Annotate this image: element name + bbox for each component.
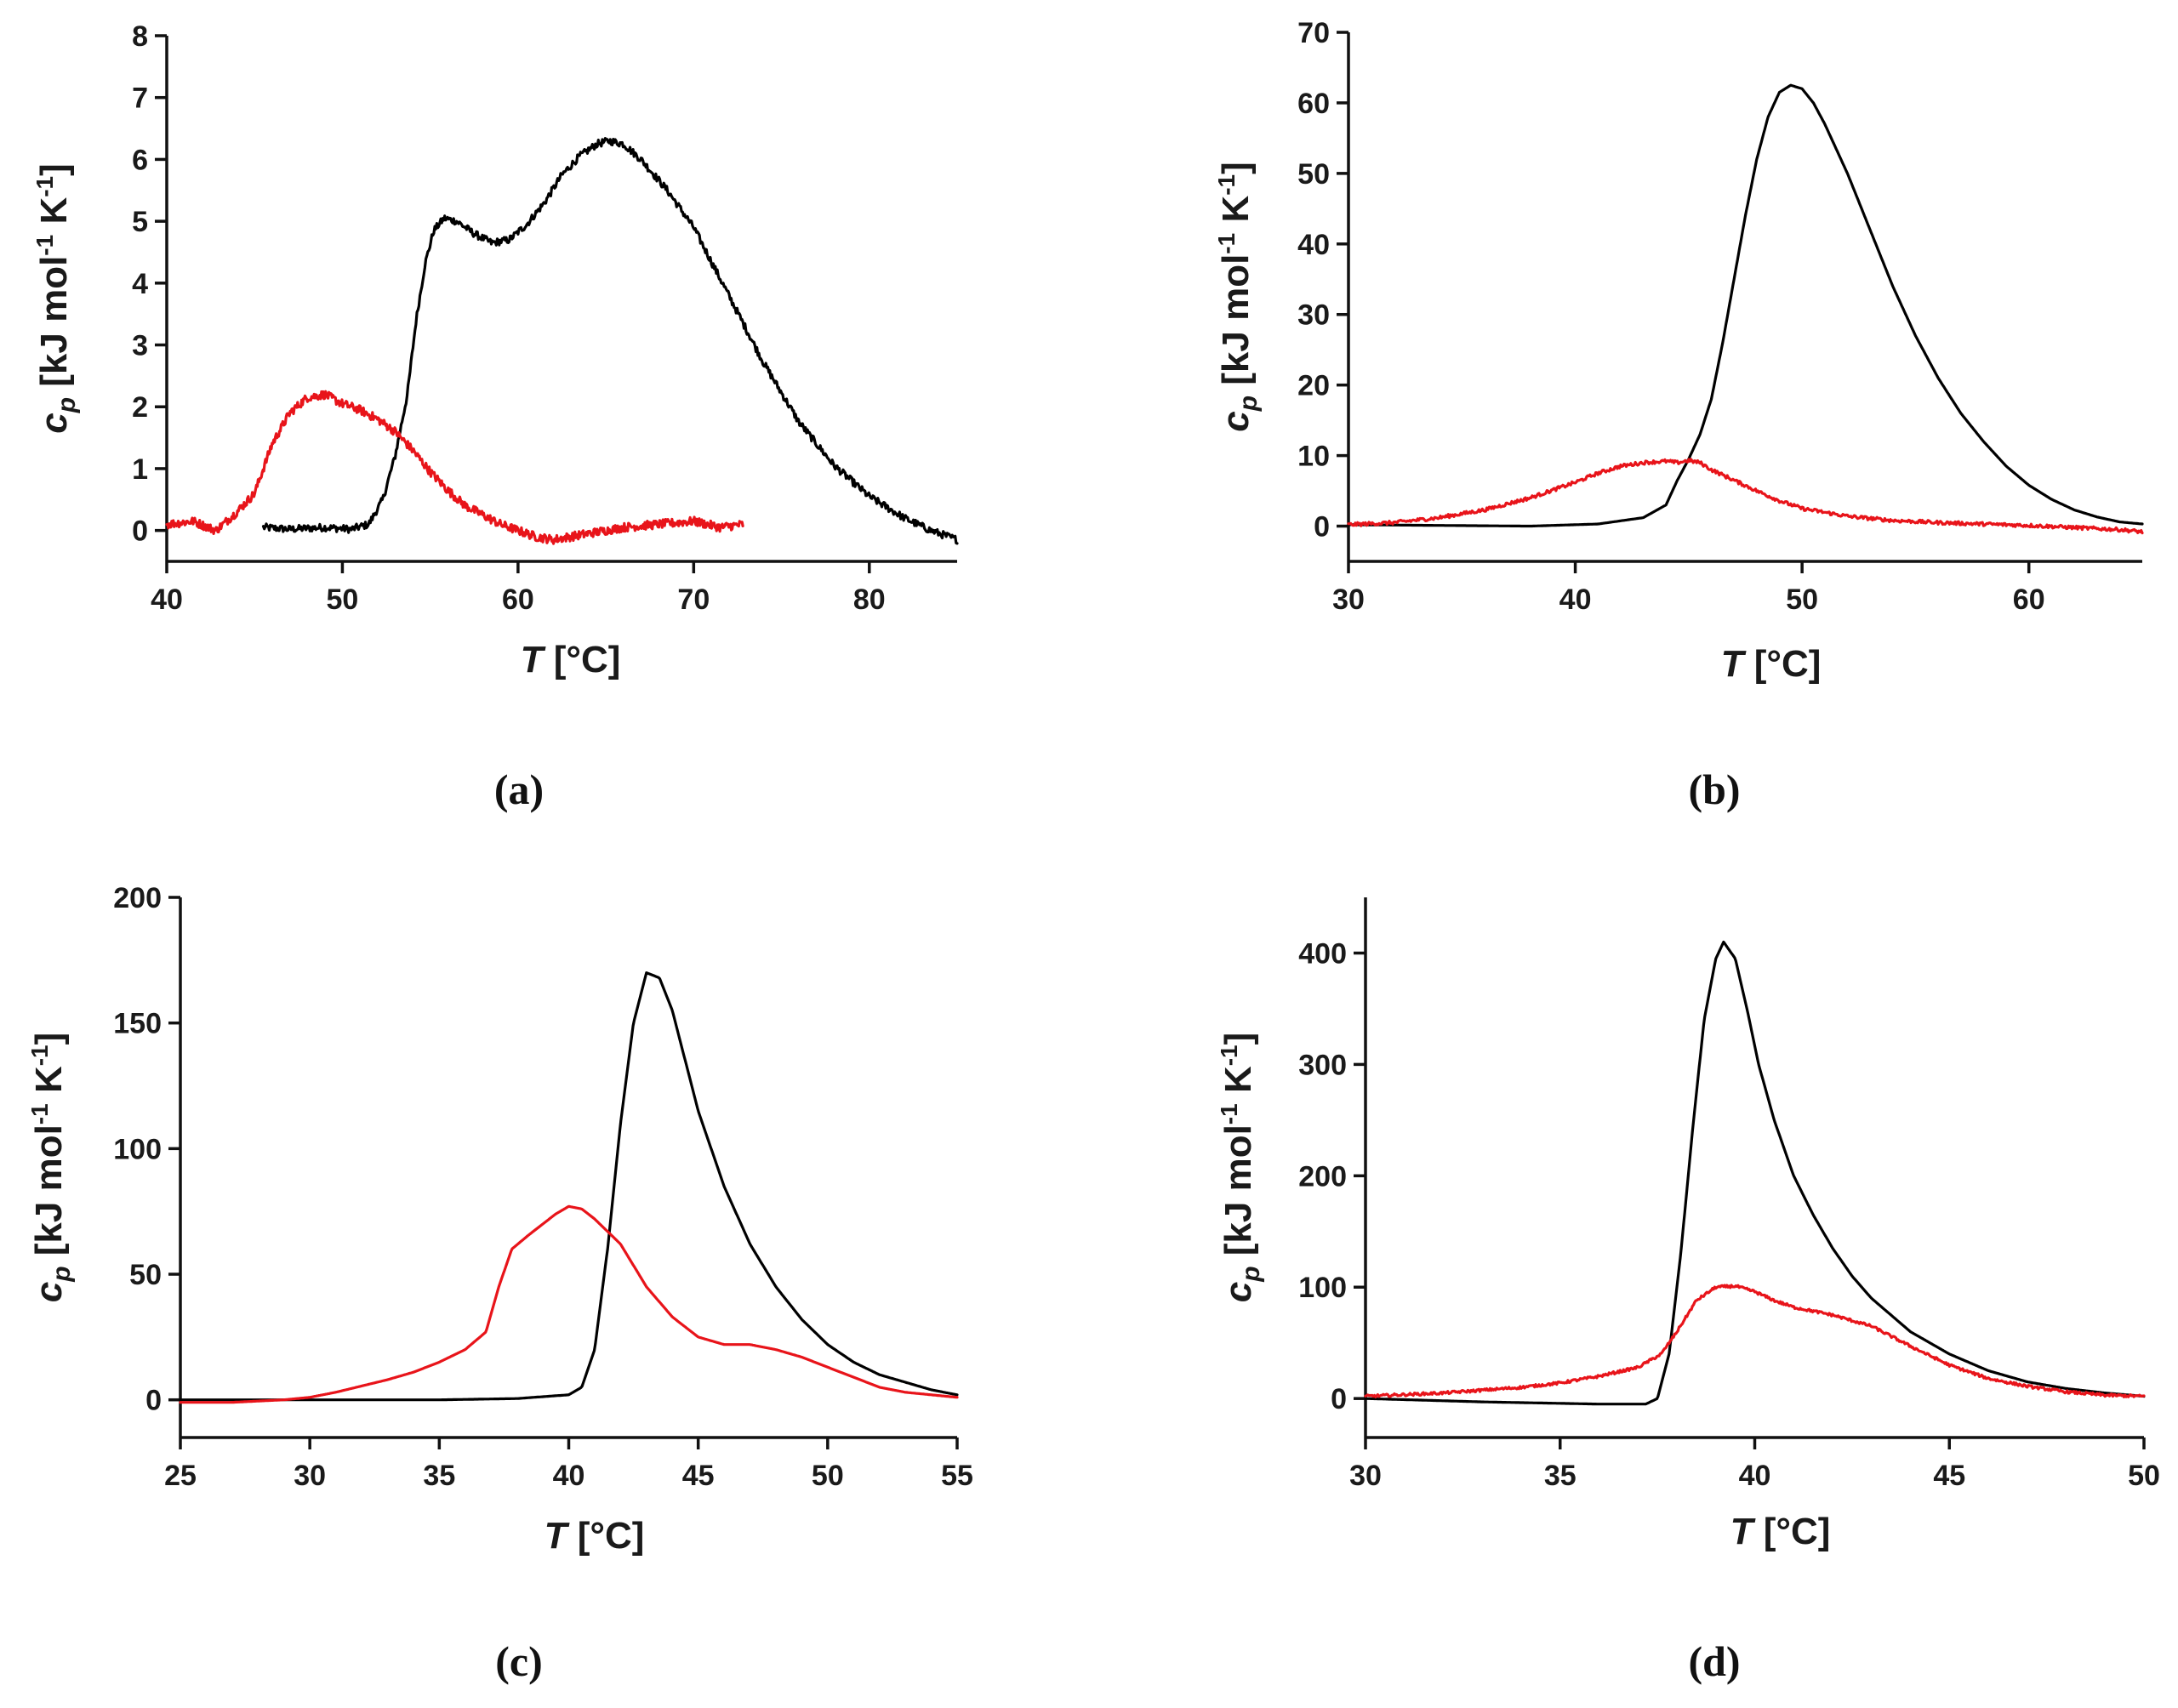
series-line-black: [179, 971, 959, 1402]
series-line-red: [179, 1204, 959, 1404]
y-tick-label: 0: [145, 1385, 162, 1417]
x-tick-label: 40: [553, 1460, 585, 1492]
x-tick-label: 55: [941, 1460, 973, 1492]
y-axis-title: cp [kJ mol-1 K-1]: [1213, 162, 1263, 432]
series-line-black: [1364, 940, 2146, 1406]
y-tick-label: 0: [1331, 1383, 1347, 1415]
x-axis-title: T [°C]: [1721, 643, 1822, 685]
y-axis-title: cp [kJ mol-1 K-1]: [1216, 1033, 1265, 1303]
x-tick-label: 70: [677, 584, 710, 616]
panel-label: (b): [1688, 766, 1740, 813]
x-tick-label: 35: [1544, 1460, 1576, 1492]
series-line-red: [165, 390, 744, 545]
y-tick-label: 4: [132, 268, 148, 300]
chart-panel-a: 40 50 60 70 80 0 1 2 3 4 5 6 7 8 T [°C] cp [kJ mol-1 K-…: [31, 20, 959, 813]
y-axis-title: cp [kJ mol-1 K-1]: [26, 1033, 76, 1303]
y-tick-label: 0: [132, 515, 148, 548]
panel-label: (a): [494, 766, 544, 813]
y-tick-label: 50: [1297, 158, 1330, 191]
chart-panel-d: 30 35 40 45 50 0 100 200 300 400 T [°C] cp [kJ mol-…: [1216, 897, 2160, 1685]
y-tick-label: 200: [1298, 1160, 1347, 1193]
y-tick-label: 30: [1297, 299, 1330, 332]
y-tick-label: 5: [132, 206, 148, 238]
x-tick-label: 60: [2013, 584, 2045, 616]
x-tick-label: 30: [1349, 1460, 1382, 1492]
x-axis-title: T [°C]: [544, 1515, 645, 1557]
y-tick-label: 100: [1298, 1272, 1347, 1304]
y-tick-label: 300: [1298, 1049, 1347, 1081]
y-tick-label: 10: [1297, 441, 1330, 473]
x-tick-label: 50: [327, 584, 359, 616]
y-tick-label: 150: [113, 1008, 162, 1040]
x-tick-label: 50: [2128, 1460, 2160, 1492]
x-axis-title: T [°C]: [521, 639, 621, 680]
y-tick-label: 400: [1298, 937, 1347, 970]
series-line-black: [261, 137, 959, 545]
x-tick-label: 25: [164, 1460, 197, 1492]
x-tick-label: 50: [1786, 584, 1818, 616]
panel-label: (c): [495, 1637, 543, 1685]
panel-label: (d): [1688, 1637, 1740, 1685]
x-axis-title: T [°C]: [1730, 1511, 1831, 1552]
x-tick-label: 40: [151, 584, 183, 616]
x-tick-label: 35: [423, 1460, 455, 1492]
y-tick-label: 3: [132, 330, 148, 362]
y-tick-label: 200: [113, 882, 162, 914]
x-tick-label: 45: [1933, 1460, 1965, 1492]
x-tick-label: 60: [502, 584, 534, 616]
series-line-black: [1347, 83, 2144, 528]
series-line-red: [1347, 458, 2144, 535]
y-tick-label: 2: [132, 391, 148, 424]
series-line-red: [1364, 1284, 2146, 1398]
x-tick-label: 30: [294, 1460, 326, 1492]
y-tick-label: 60: [1297, 88, 1330, 120]
x-tick-label: 80: [853, 584, 886, 616]
chart-panel-c: 25 30 35 40 45 50 55 0 50 100 150 200 T [°C] cp [kJ m…: [26, 882, 973, 1685]
x-tick-label: 40: [1559, 584, 1592, 616]
y-tick-label: 7: [132, 83, 148, 115]
y-tick-label: 70: [1297, 17, 1330, 49]
y-tick-label: 40: [1297, 229, 1330, 261]
y-tick-label: 50: [129, 1259, 162, 1291]
x-tick-label: 50: [812, 1460, 844, 1492]
y-tick-label: 100: [113, 1133, 162, 1165]
chart-panel-b: 30 40 50 60 0 10 20 30 40 50 60 70 T [°C] cp [kJ mol-…: [1213, 17, 2144, 813]
x-tick-label: 40: [1739, 1460, 1771, 1492]
y-tick-label: 1: [132, 453, 148, 486]
x-tick-label: 45: [682, 1460, 715, 1492]
y-tick-label: 6: [132, 144, 148, 176]
y-axis-title: cp [kJ mol-1 K-1]: [31, 163, 81, 434]
y-tick-label: 8: [132, 20, 148, 53]
x-tick-label: 30: [1332, 584, 1365, 616]
y-tick-label: 0: [1314, 511, 1330, 544]
y-tick-label: 20: [1297, 370, 1330, 402]
